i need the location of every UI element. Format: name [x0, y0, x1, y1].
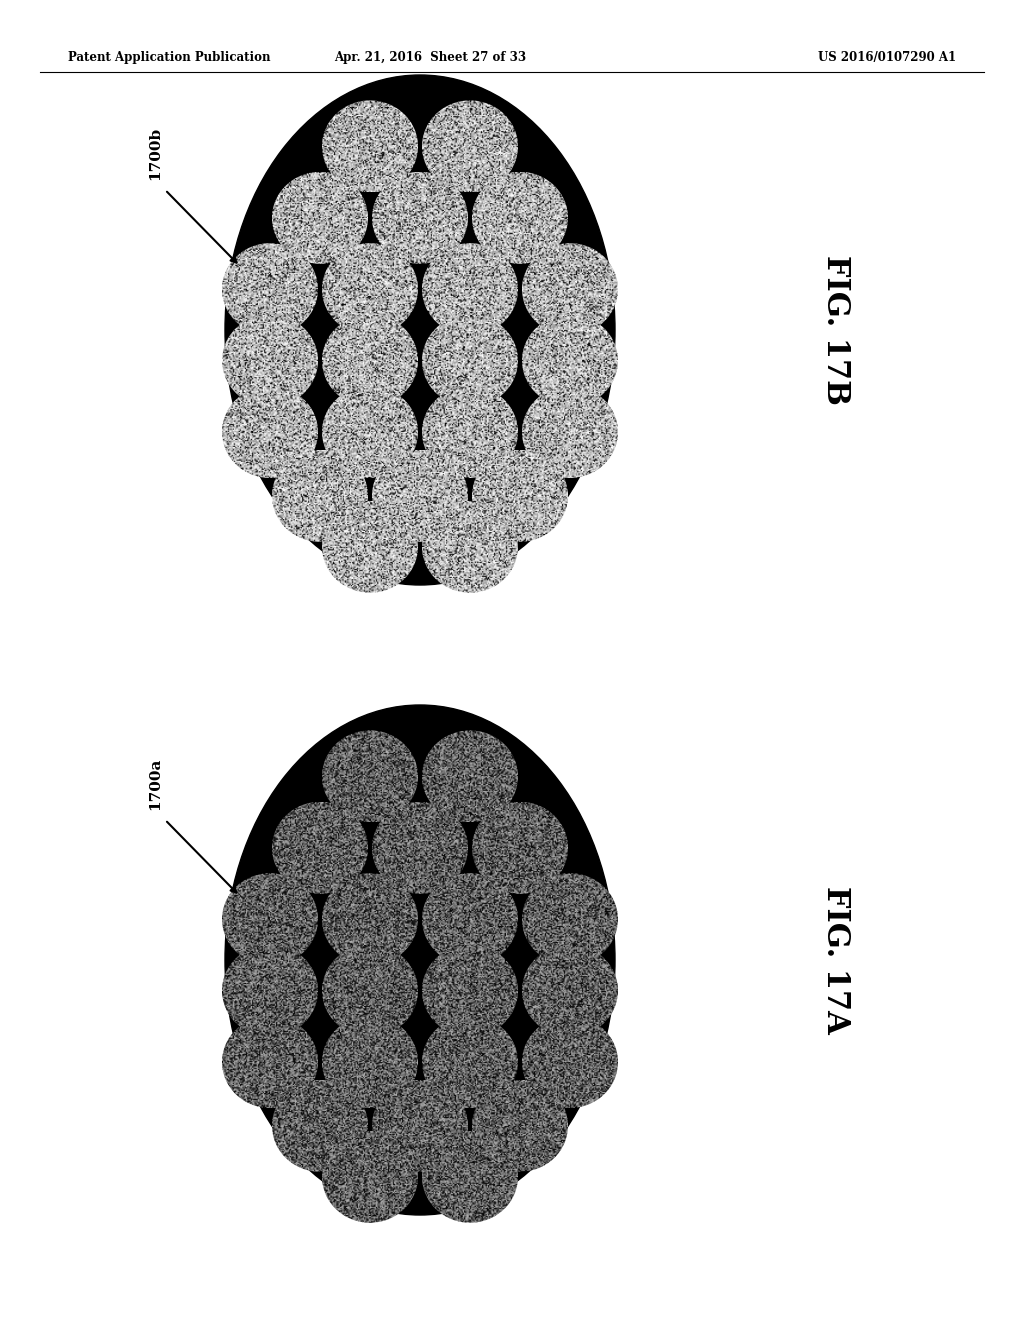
Ellipse shape	[222, 1016, 318, 1107]
Text: Apr. 21, 2016  Sheet 27 of 33: Apr. 21, 2016 Sheet 27 of 33	[334, 51, 526, 65]
Ellipse shape	[472, 1080, 568, 1172]
Ellipse shape	[522, 945, 618, 1036]
Ellipse shape	[272, 1080, 368, 1172]
Text: Patent Application Publication: Patent Application Publication	[68, 51, 270, 65]
Ellipse shape	[222, 945, 318, 1036]
Ellipse shape	[472, 172, 568, 264]
Text: 1700b: 1700b	[148, 127, 162, 180]
Ellipse shape	[222, 874, 318, 965]
Ellipse shape	[422, 945, 518, 1036]
Ellipse shape	[272, 801, 368, 894]
Ellipse shape	[322, 874, 418, 965]
Ellipse shape	[522, 874, 618, 965]
Ellipse shape	[225, 75, 615, 585]
Ellipse shape	[422, 1016, 518, 1107]
Text: FIG. 17A: FIG. 17A	[820, 886, 851, 1034]
Ellipse shape	[522, 1016, 618, 1107]
Ellipse shape	[472, 450, 568, 541]
Ellipse shape	[322, 243, 418, 335]
Ellipse shape	[522, 385, 618, 478]
Ellipse shape	[225, 705, 615, 1214]
Ellipse shape	[422, 385, 518, 478]
Ellipse shape	[372, 801, 468, 894]
Ellipse shape	[522, 314, 618, 407]
Ellipse shape	[322, 1016, 418, 1107]
Text: 1700a: 1700a	[148, 758, 162, 809]
Ellipse shape	[322, 500, 418, 593]
Ellipse shape	[322, 385, 418, 478]
Ellipse shape	[372, 450, 468, 541]
Ellipse shape	[222, 385, 318, 478]
Text: FIG. 17B: FIG. 17B	[820, 255, 851, 405]
Ellipse shape	[322, 730, 418, 822]
Ellipse shape	[322, 100, 418, 193]
Ellipse shape	[272, 172, 368, 264]
Ellipse shape	[322, 1131, 418, 1222]
Ellipse shape	[422, 100, 518, 193]
Ellipse shape	[422, 730, 518, 822]
Ellipse shape	[422, 874, 518, 965]
Ellipse shape	[222, 243, 318, 335]
Ellipse shape	[372, 172, 468, 264]
Ellipse shape	[372, 1080, 468, 1172]
Ellipse shape	[222, 314, 318, 407]
Ellipse shape	[422, 314, 518, 407]
Ellipse shape	[422, 243, 518, 335]
Ellipse shape	[422, 500, 518, 593]
Ellipse shape	[422, 1131, 518, 1222]
Ellipse shape	[472, 801, 568, 894]
Ellipse shape	[322, 945, 418, 1036]
Ellipse shape	[322, 314, 418, 407]
Ellipse shape	[272, 450, 368, 541]
Text: US 2016/0107290 A1: US 2016/0107290 A1	[818, 51, 956, 65]
Ellipse shape	[522, 243, 618, 335]
